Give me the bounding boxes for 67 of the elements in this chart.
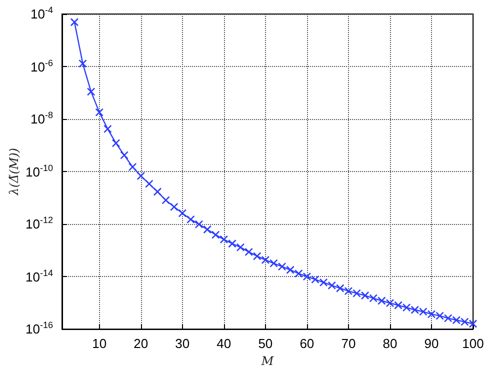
y-tick-label: 10$^{-10}$ — [26, 162, 53, 180]
point — [302, 272, 312, 281]
point — [86, 88, 96, 96]
point — [369, 294, 378, 302]
point — [170, 202, 178, 212]
point — [436, 312, 444, 320]
point — [145, 180, 154, 188]
x-tick-label: 70 — [341, 336, 356, 352]
y-tick-label: 10$^{-14}$ — [26, 268, 53, 284]
x-axis-title: M — [260, 354, 274, 368]
point — [211, 230, 220, 239]
y-axis-title: λ(Δ̃(M)) — [7, 148, 21, 196]
point — [78, 59, 87, 68]
point — [410, 306, 420, 314]
point — [220, 235, 228, 244]
y-tick-label: 10$^{-8}$ — [30, 110, 53, 127]
point — [378, 296, 386, 305]
point — [427, 310, 436, 318]
point — [344, 286, 353, 296]
point — [261, 256, 270, 264]
point — [70, 18, 79, 26]
x-tick-label: 90 — [424, 336, 439, 352]
x-tick-label: 20 — [134, 336, 148, 352]
point — [136, 172, 146, 180]
x-tick-label: 30 — [175, 336, 190, 352]
x-tick-label: 60 — [300, 336, 314, 352]
y-tick-label: 10$^{-12}$ — [26, 215, 53, 232]
point — [128, 162, 137, 172]
point — [252, 252, 262, 260]
point — [203, 225, 212, 234]
point — [460, 318, 469, 326]
point — [270, 259, 278, 268]
point — [311, 275, 320, 284]
point — [153, 188, 162, 196]
x-tick-label: 10 — [92, 336, 107, 352]
point — [236, 243, 245, 252]
point — [352, 289, 361, 298]
point — [394, 301, 402, 310]
point — [319, 278, 328, 287]
point — [120, 151, 128, 160]
point — [294, 269, 303, 278]
point — [194, 220, 204, 228]
point — [452, 316, 461, 324]
point — [328, 281, 336, 290]
point — [286, 266, 294, 274]
point — [336, 284, 344, 292]
x-tick-label: 80 — [382, 336, 398, 352]
point — [162, 196, 170, 204]
point — [419, 308, 428, 316]
point — [402, 303, 411, 312]
point — [278, 262, 286, 271]
point — [244, 248, 253, 256]
point — [95, 108, 104, 116]
point — [104, 124, 112, 134]
point — [112, 139, 120, 148]
point — [178, 209, 187, 218]
y-tick-label: 10$^{-6}$ — [30, 58, 53, 74]
y-tick-label: 10$^{-16}$ — [26, 320, 53, 337]
x-tick-label: 40 — [216, 336, 232, 352]
y-tick-label: 10$^{-4}$ — [30, 5, 53, 22]
point — [360, 291, 370, 300]
point — [228, 239, 236, 248]
point — [444, 314, 452, 322]
x-tick-label: 100 — [462, 336, 484, 352]
point — [386, 298, 394, 308]
point — [186, 215, 195, 224]
x-tick-label: 50 — [258, 336, 273, 352]
